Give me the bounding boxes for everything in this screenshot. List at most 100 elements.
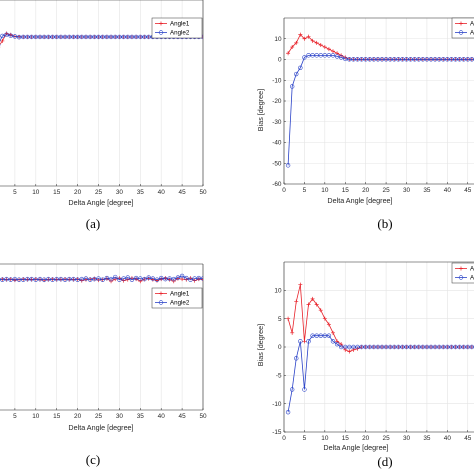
legend-marker — [158, 30, 164, 35]
x-tick-label: 35 — [137, 413, 145, 420]
data-point — [75, 34, 80, 40]
x-tick-label: 45 — [464, 435, 472, 442]
panel-b: 0 5 10 15 20 25 30 35 40 45 -60 -50 -40 -30 -20 -10 0 10 D… — [256, 17, 474, 231]
data-point — [4, 276, 9, 282]
legend-marker — [159, 21, 163, 26]
data-point — [83, 34, 89, 40]
data-point — [179, 273, 185, 279]
data-point — [25, 276, 30, 282]
panel-caption: (d) — [377, 454, 392, 469]
data-point — [294, 299, 299, 304]
x-tick-label: 40 — [444, 435, 452, 442]
legend-marker — [458, 30, 464, 35]
data-point — [306, 34, 311, 39]
legend-entry: Angle2 — [170, 30, 190, 37]
x-tick-label: 5 — [303, 435, 307, 442]
data-point — [167, 276, 172, 281]
x-tick-label: 20 — [74, 413, 82, 420]
x-tick-label: 25 — [383, 435, 391, 442]
legend-entry: Angle1 — [170, 21, 190, 28]
legend-entry: Angle2 — [170, 300, 190, 307]
data-point — [100, 34, 105, 40]
data-point — [8, 33, 13, 38]
data-point — [192, 276, 197, 281]
data-point — [302, 55, 307, 60]
x-tick-label: 15 — [53, 189, 61, 196]
legend-marker — [458, 275, 464, 280]
data-point — [196, 275, 202, 281]
y-tick-label: 0 — [278, 57, 282, 64]
data-point — [50, 277, 55, 282]
data-point — [302, 387, 307, 392]
x-tick-label: 20 — [362, 435, 370, 442]
data-point — [188, 277, 193, 282]
data-point — [108, 34, 114, 40]
data-point — [133, 275, 139, 281]
data-point — [29, 276, 34, 282]
series-line-angle2 — [287, 54, 474, 166]
data-point — [21, 34, 26, 40]
data-point — [290, 45, 295, 50]
data-point — [92, 276, 97, 282]
legend-marker — [459, 266, 463, 271]
data-point — [0, 38, 5, 43]
data-point — [200, 276, 203, 281]
data-point — [121, 34, 126, 40]
panel-c: 5 10 15 20 25 30 35 40 45 50 Delta Angle [degree] A… — [0, 263, 207, 467]
data-point — [50, 34, 55, 40]
x-tick-label: 15 — [342, 435, 350, 442]
x-tick-label: 0 — [282, 187, 286, 194]
y-tick-label: 10 — [274, 36, 282, 43]
data-point — [138, 279, 143, 284]
data-point — [41, 34, 47, 40]
legend-marker — [459, 21, 463, 26]
data-point — [83, 276, 89, 281]
data-point — [108, 276, 114, 282]
data-point — [87, 277, 93, 282]
data-point — [289, 84, 295, 89]
y-tick-label: 10 — [274, 288, 282, 295]
data-point — [331, 330, 335, 335]
data-point — [138, 276, 143, 281]
data-point — [314, 302, 319, 307]
x-tick-label: 45 — [179, 189, 187, 196]
x-tick-label: 40 — [158, 189, 166, 196]
data-point — [290, 330, 295, 335]
x-tick-label: 50 — [199, 413, 207, 420]
data-point — [67, 34, 72, 40]
x-tick-label: 35 — [423, 187, 431, 194]
legend-box — [151, 17, 203, 39]
data-point — [334, 341, 340, 347]
legend: Angle1 Angle2 — [151, 287, 203, 309]
y-tick-label: 5 — [278, 316, 282, 323]
x-axis-label: Delta Angle [degree] — [323, 443, 388, 452]
data-point — [21, 277, 26, 282]
x-tick-label: 5 — [303, 187, 307, 194]
data-point — [335, 339, 340, 344]
x-tick-label: 50 — [199, 189, 207, 196]
x-axis-label: Delta Angle [degree] — [327, 196, 392, 205]
data-point — [302, 36, 307, 41]
data-point — [322, 45, 327, 50]
data-point — [298, 65, 303, 71]
series-line-angle1 — [287, 284, 474, 352]
data-point — [37, 276, 43, 282]
data-point — [163, 276, 168, 282]
data-point — [322, 316, 327, 321]
data-point — [67, 276, 72, 282]
data-point — [4, 32, 9, 37]
data-point — [16, 277, 22, 282]
x-axis-label: Delta Angle [degree] — [68, 198, 133, 207]
data-point — [33, 277, 38, 282]
data-point — [29, 34, 34, 40]
data-point — [0, 33, 5, 39]
data-point — [133, 34, 139, 40]
data-point — [0, 277, 5, 282]
data-point — [41, 277, 47, 282]
data-point — [71, 34, 76, 40]
data-point — [12, 34, 18, 39]
series-angle2 — [285, 53, 474, 168]
data-point — [142, 34, 147, 40]
y-tick-label: -15 — [272, 429, 282, 436]
